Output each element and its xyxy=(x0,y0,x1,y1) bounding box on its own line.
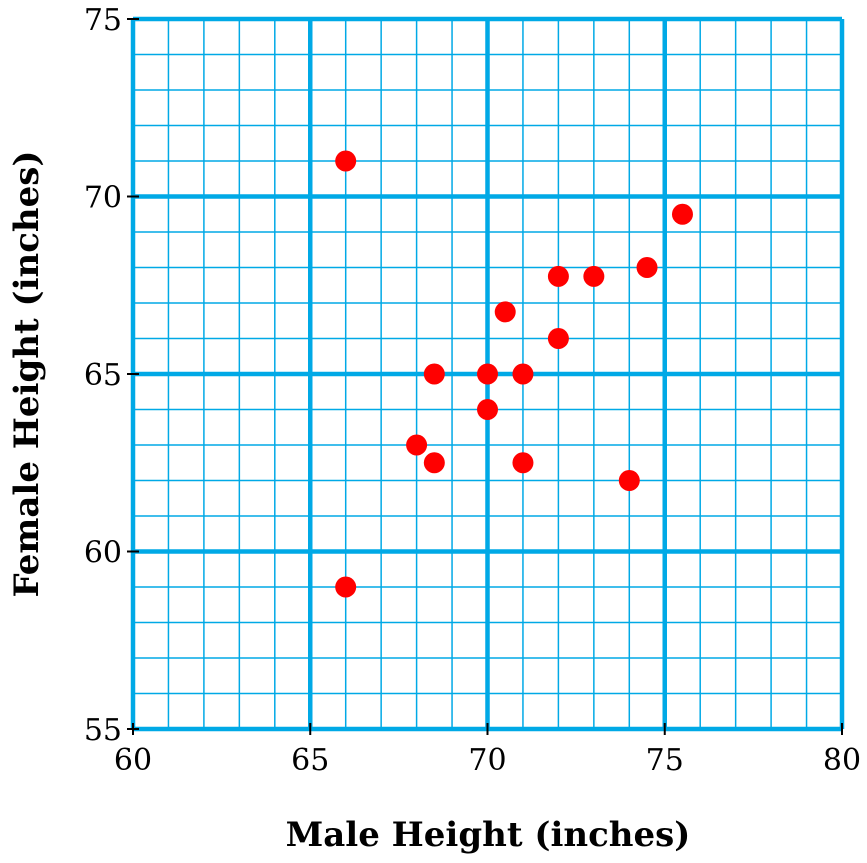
x-tick-label: 80 xyxy=(823,743,861,778)
tick-marks xyxy=(127,18,843,735)
data-point xyxy=(335,150,357,172)
x-tick-label: 65 xyxy=(291,743,329,778)
x-tick-label: 70 xyxy=(468,743,506,778)
y-axis-title: Female Height (inches) xyxy=(7,150,47,597)
data-point xyxy=(494,301,516,323)
y-tick-label: 60 xyxy=(84,536,122,571)
data-point xyxy=(547,328,569,349)
data-point xyxy=(547,265,569,287)
x-axis-title: Male Height (inches) xyxy=(286,815,691,855)
y-tick-label: 75 xyxy=(84,3,122,38)
y-tick-label: 65 xyxy=(84,358,122,393)
data-point xyxy=(477,399,498,420)
data-point xyxy=(636,257,658,278)
data-point xyxy=(583,265,605,287)
data-point xyxy=(512,363,534,385)
data-point xyxy=(406,434,428,456)
y-tick-label: 70 xyxy=(84,181,122,216)
data-point xyxy=(477,363,498,385)
data-point xyxy=(618,470,640,491)
data-point xyxy=(671,203,693,225)
data-point xyxy=(335,576,357,598)
data-point xyxy=(423,452,445,474)
x-tick-label: 60 xyxy=(114,743,152,778)
x-tick-label: 75 xyxy=(646,743,684,778)
data-point xyxy=(423,363,445,385)
y-tick-label: 55 xyxy=(84,713,122,748)
data-points xyxy=(335,150,693,598)
data-point xyxy=(512,452,534,474)
